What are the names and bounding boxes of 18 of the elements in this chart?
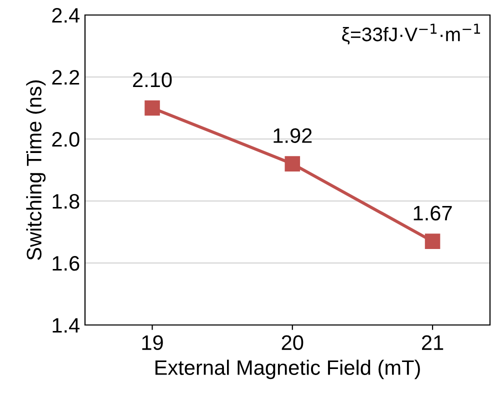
- data-label: 1.67: [414, 206, 452, 221]
- point: [284, 156, 300, 172]
- y-tick-label: 2.0: [52, 132, 80, 147]
- x-tick-label: 21: [422, 335, 444, 350]
- y-tick-label: 2.4: [52, 8, 80, 23]
- y-axis-title: Switching Time (ns): [26, 80, 46, 260]
- point: [144, 100, 160, 116]
- x-axis-title: External Magnetic Field (mT): [156, 360, 420, 380]
- point: [424, 234, 440, 249]
- y-tick-label: 1.6: [52, 256, 80, 271]
- y-tick-label: 1.4: [52, 318, 80, 333]
- x-tick-label: 20: [282, 335, 304, 350]
- data-label: 1.92: [274, 128, 312, 144]
- data-label: 2.10: [133, 72, 172, 88]
- x-tick-label: 19: [142, 335, 163, 350]
- y-tick-label: 1.8: [52, 194, 80, 209]
- y-tick-label: 2.2: [52, 70, 80, 85]
- annotation: ξ=33fJ·V$^{−1}$·m$^{−1}$: [342, 24, 480, 44]
